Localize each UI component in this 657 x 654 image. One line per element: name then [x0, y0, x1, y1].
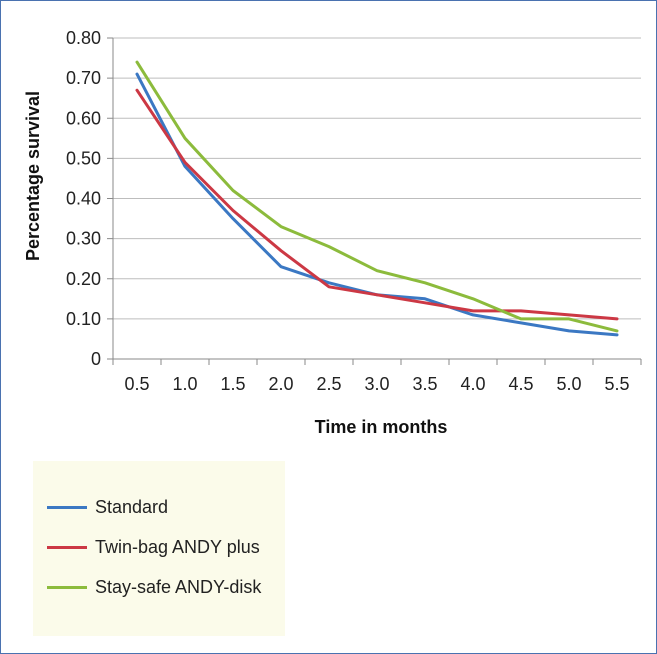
x-tick-label: 4.5: [508, 374, 533, 394]
legend-item-standard: Standard: [47, 497, 168, 518]
series-line-twin-bag-andy-plus: [135, 88, 619, 321]
y-tick-label: 0.50: [66, 148, 101, 168]
y-tick-label: 0.20: [66, 269, 101, 289]
y-tick-label: 0.30: [66, 229, 101, 249]
series-lines: [135, 60, 619, 337]
x-tick-label: 0.5: [124, 374, 149, 394]
legend-item-twin-bag: Twin-bag ANDY plus: [47, 537, 260, 558]
legend-label-stay-safe: Stay-safe ANDY-disk: [95, 577, 262, 597]
y-tick-label: 0.10: [66, 309, 101, 329]
series-line-stay-safe-andy-disk: [135, 60, 619, 333]
legend-label-twin-bag: Twin-bag ANDY plus: [95, 537, 260, 557]
x-tick-label: 5.0: [556, 374, 581, 394]
x-axis-title: Time in months: [315, 417, 448, 437]
x-tick-label: 2.0: [268, 374, 293, 394]
x-tick-label: 2.5: [316, 374, 341, 394]
x-tick-label: 3.0: [364, 374, 389, 394]
axes: 0 0.10 0.20 0.30 0.40 0.50 0.60 0.70 0.80 0.5 1.0 1…: [66, 28, 642, 394]
legend-item-stay-safe: Stay-safe ANDY-disk: [47, 577, 261, 598]
legend-swatch-stay-safe: [47, 586, 87, 589]
gridlines: [113, 37, 641, 320]
y-tick-label: 0.60: [66, 108, 101, 128]
x-tick-label: 3.5: [412, 374, 437, 394]
x-tick-label: 5.5: [604, 374, 629, 394]
legend-swatch-standard: [47, 506, 87, 509]
x-tick-label: 1.0: [172, 374, 197, 394]
y-tick-label: 0: [91, 349, 101, 369]
legend-swatch-twin-bag: [47, 546, 87, 549]
y-tick-label: 0.40: [66, 189, 101, 209]
legend-label-standard: Standard: [95, 497, 169, 517]
line-chart: 0 0.10 0.20 0.30 0.40 0.50 0.60 0.70 0.80 0.5 1.0 1…: [23, 28, 642, 437]
x-tick-label: 1.5: [220, 374, 245, 394]
y-tick-label: 0.70: [66, 68, 101, 88]
y-axis-title: Percentage survival: [23, 91, 43, 261]
legend: Standard Twin-bag ANDY plus Stay-safe AN…: [33, 461, 285, 636]
y-tick-label: 0.80: [66, 28, 101, 48]
x-tick-label: 4.0: [460, 374, 485, 394]
